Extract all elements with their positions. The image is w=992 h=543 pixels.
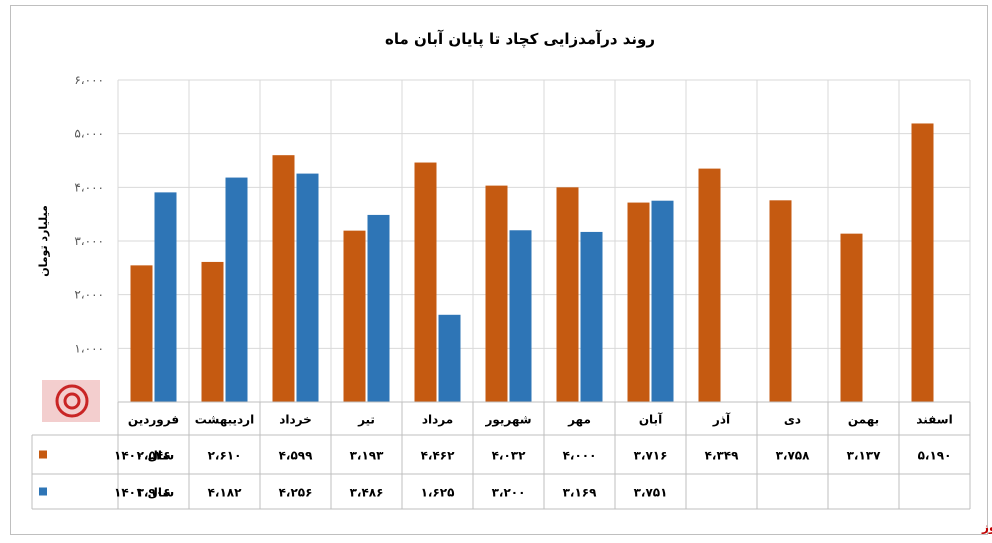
y-tick-label: ۵،۰۰۰ (74, 127, 104, 141)
watermark-ring-inner (63, 392, 81, 410)
category-label: اردیبهشت (195, 413, 254, 427)
bar-series-2-2 (225, 177, 248, 402)
bar-series-2-7 (580, 231, 603, 402)
category-label: اسفند (916, 413, 952, 427)
bar-series-1-2 (201, 261, 224, 402)
watermark-ring (55, 384, 89, 418)
category-label: خرداد (279, 413, 312, 427)
source-label: بورس نیوز (981, 520, 992, 535)
y-tick-label: ۶،۰۰۰ (74, 73, 104, 87)
y-tick-label: ۴،۰۰۰ (74, 180, 104, 194)
data-label-series-1: ۲،۶۱۰ (208, 449, 242, 463)
y-tick-label: ۳،۰۰۰ (74, 234, 104, 248)
data-label-series-1: ۴،۵۹۹ (279, 449, 314, 463)
data-label-series-2: ۳،۴۸۶ (350, 486, 384, 500)
bar-series-1-4 (343, 230, 366, 402)
data-label-series-2: ۳،۲۰۰ (492, 486, 526, 500)
category-label: شهریور (484, 413, 531, 428)
data-label-series-1: ۳،۷۱۶ (634, 449, 668, 463)
data-label-series-2: ۳،۹۰۶ (137, 486, 171, 500)
category-label: فروردین (128, 413, 179, 428)
bar-series-1-3 (272, 155, 295, 402)
category-label: بهمن (848, 413, 879, 427)
legend-label-2: سال ۱۴۰۱ (114, 486, 174, 500)
y-axis-ticks: ۱،۰۰۰ ۲،۰۰۰ ۳،۰۰۰ ۴،۰۰۰ ۵،۰۰۰ ۶،۰۰۰ (74, 73, 104, 355)
bar-series-1-5 (414, 162, 437, 402)
bar-series-1-6 (485, 185, 508, 402)
category-label: دی (784, 413, 801, 427)
bar-series-1-1 (130, 265, 153, 402)
bar-series-1-7 (556, 187, 579, 402)
data-table: فروردین اردیبهشت خرداد تیر مرداد شهریور مهر آبا… (31, 401, 971, 510)
data-label-series-1: ۴،۰۳۲ (492, 449, 527, 463)
category-label: مرداد (422, 413, 453, 427)
y-tick-label: ۲،۰۰۰ (74, 288, 104, 302)
legend-label-1: سال ۱۴۰۰ (114, 449, 174, 463)
bar-series-2-5 (438, 314, 461, 402)
category-label: تیر (357, 413, 375, 427)
bar-series-2-4 (367, 214, 390, 402)
y-axis-label: میلیارد تومان (37, 205, 50, 277)
bar-series-2-1 (154, 192, 177, 402)
data-label-series-1: ۳،۷۵۸ (776, 449, 811, 463)
data-label-series-1: ۳،۱۹۳ (350, 449, 385, 463)
data-label-series-2: ۴،۲۵۶ (279, 486, 313, 500)
data-label-series-2: ۴،۱۸۲ (208, 486, 243, 500)
bar-series-1-11 (840, 233, 863, 402)
data-label-series-2: ۱،۶۲۵ (421, 486, 455, 500)
data-label-series-1: ۴،۳۴۹ (705, 449, 740, 463)
watermark-logo (42, 380, 100, 422)
data-label-series-2: ۳،۱۶۹ (563, 486, 598, 500)
category-label: آذر (712, 412, 731, 427)
y-tick-label: ۱،۰۰۰ (74, 341, 104, 355)
data-label-series-1: ۴،۰۰۰ (563, 449, 597, 463)
category-label: آبان (639, 412, 663, 427)
bar-series-1-8 (627, 202, 650, 402)
bar-series-1-12 (911, 123, 934, 402)
bar-series-1-10 (769, 200, 792, 402)
data-label-series-2: ۳،۷۵۱ (634, 486, 668, 500)
data-label-series-1: ۵،۱۹۰ (918, 449, 952, 463)
chart-title: روند درآمدزایی کچاد تا پایان آبان ماه (385, 30, 655, 49)
data-label-series-1: ۴،۴۶۲ (421, 449, 456, 463)
bar-series-2-6 (509, 230, 532, 402)
legend-swatch-2 (39, 487, 47, 496)
bar-series-2-3 (296, 173, 319, 402)
bar-series-2-8 (651, 200, 674, 402)
legend-swatch-1 (39, 450, 47, 459)
data-label-series-1: ۲،۵۴۶ (137, 449, 171, 463)
bars (130, 123, 934, 402)
gridlines (117, 79, 971, 402)
bar-series-1-9 (698, 168, 721, 402)
data-label-series-1: ۳،۱۳۷ (847, 449, 882, 463)
category-label: مهر (567, 413, 591, 427)
